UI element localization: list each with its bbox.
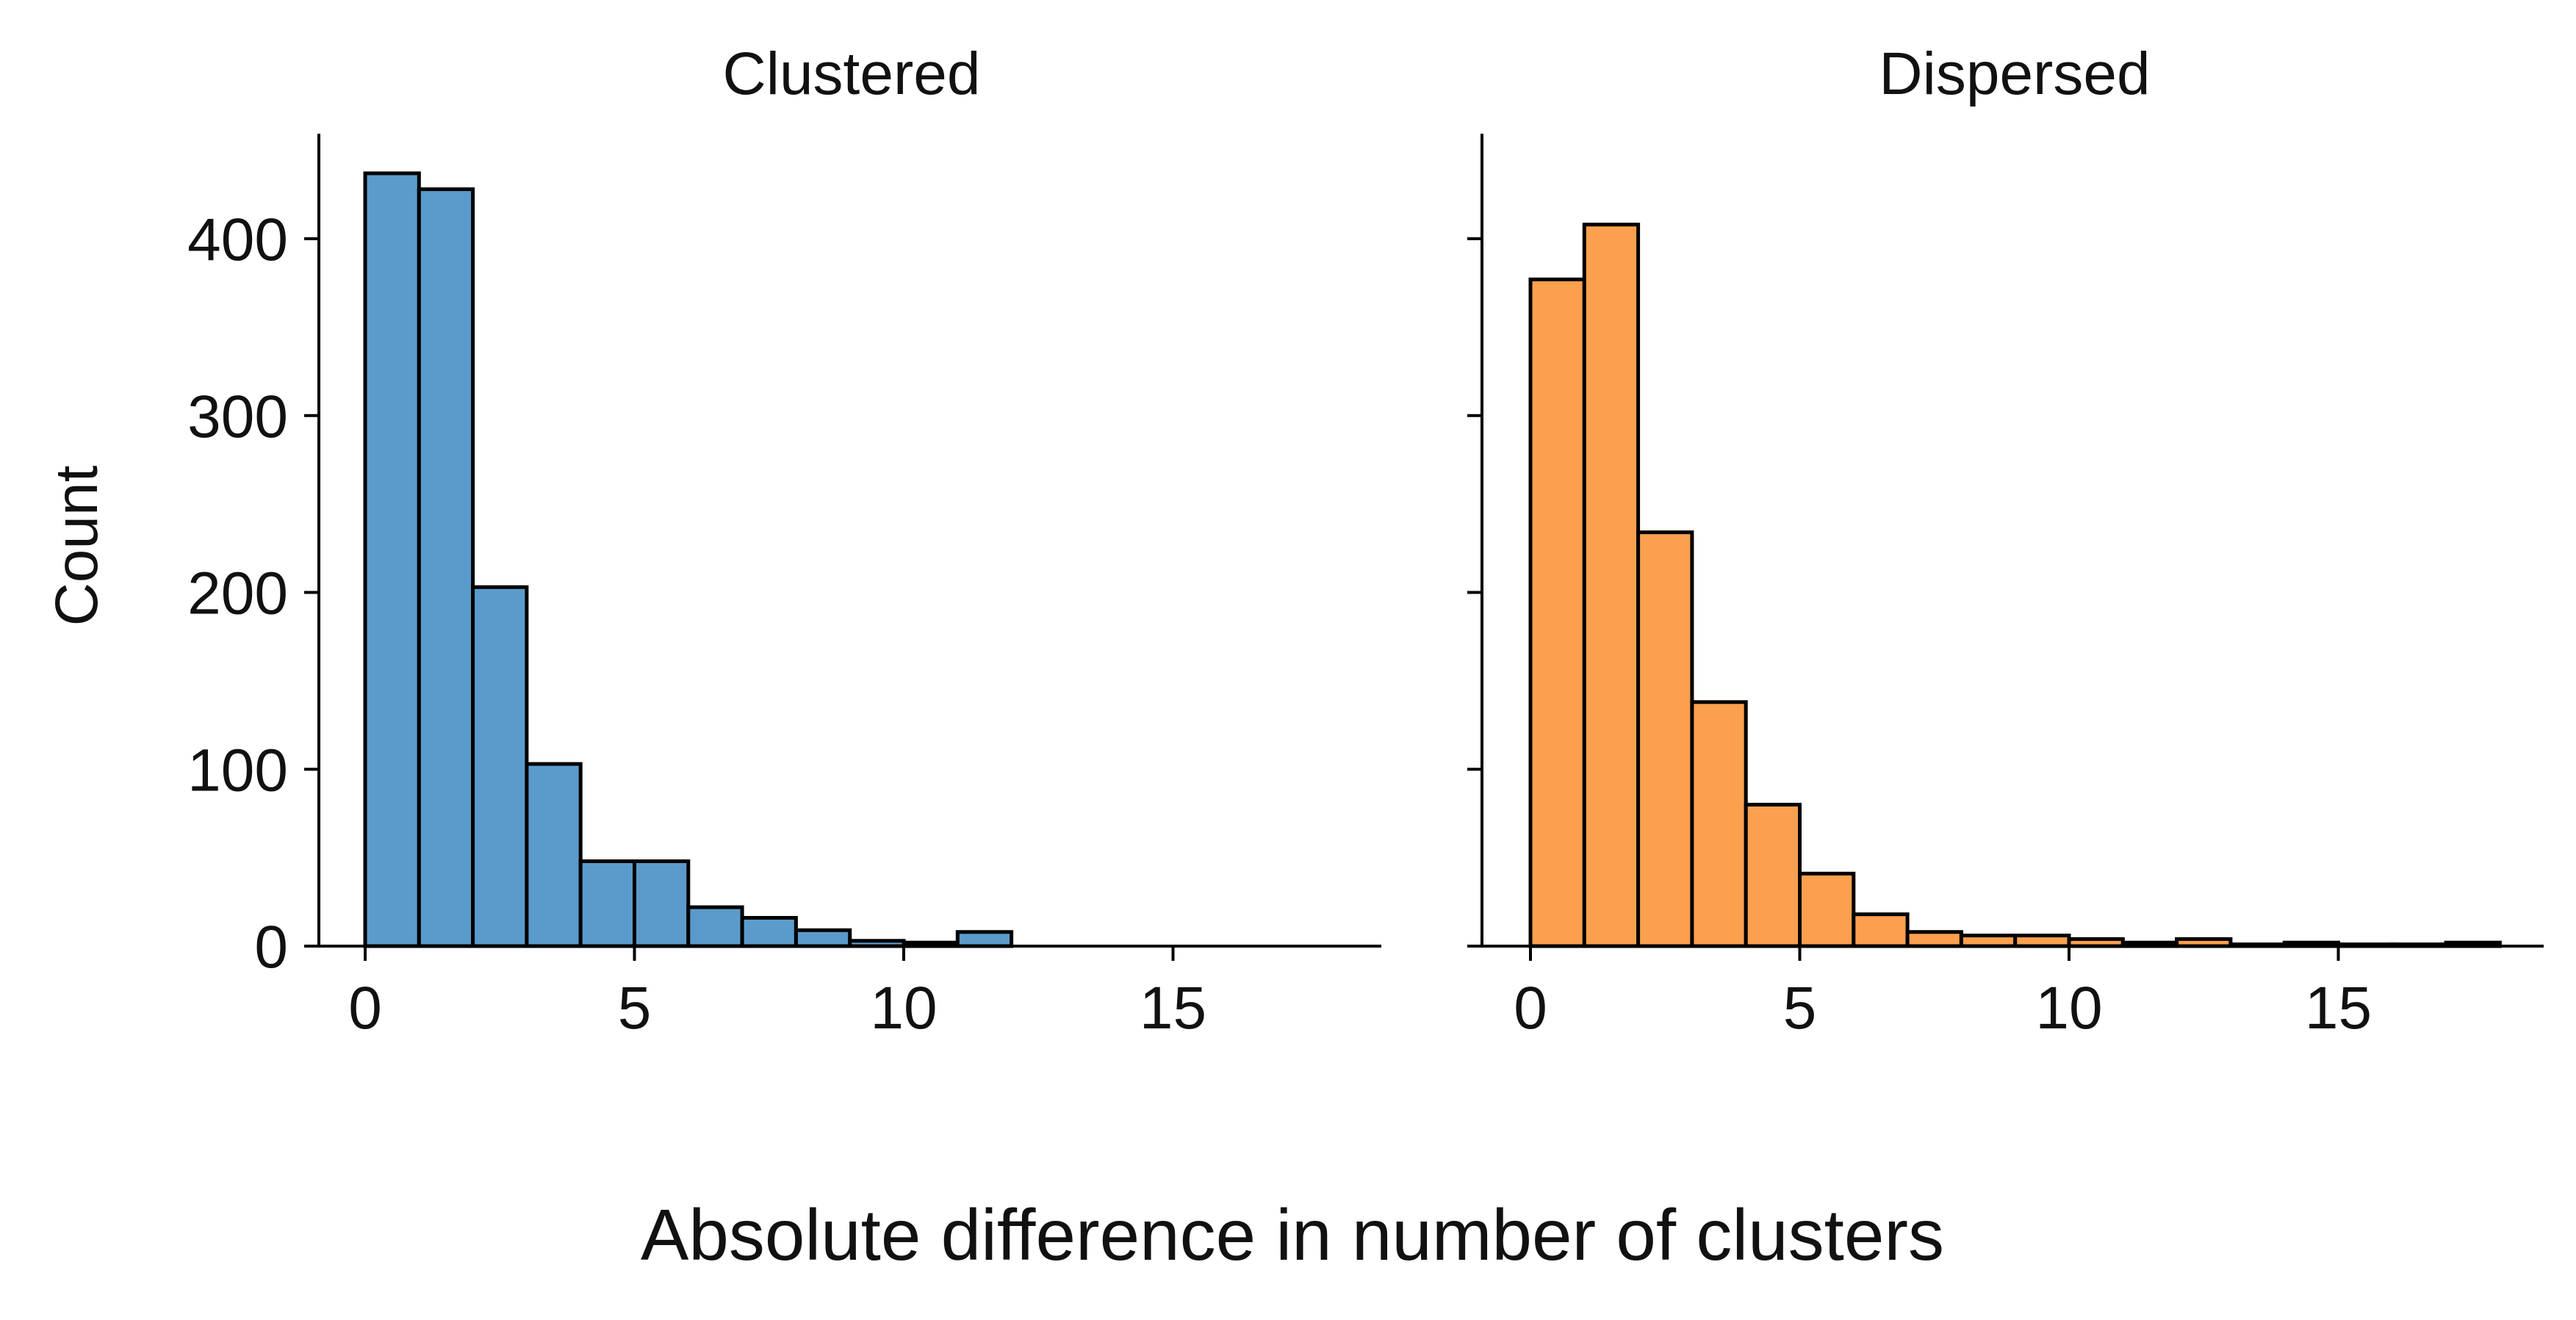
histogram-bar-dispersed-0	[1528, 277, 1586, 948]
y-tick-label-clustered-200: 200	[187, 560, 288, 627]
y-tick-label-clustered-0: 0	[254, 914, 288, 981]
histogram-bar-clustered-1	[417, 187, 475, 948]
axes-dispersed: 0 5 10 15	[1467, 134, 2544, 1042]
y-tick-label-clustered-400: 400	[187, 206, 288, 273]
histogram-bar-dispersed-4	[1744, 802, 1802, 948]
axes-clustered: 0 5 10 15 0 100 200 300 400	[187, 134, 1381, 1042]
y-tick-label-clustered-100: 100	[187, 737, 288, 804]
histogram-bar-clustered-7	[740, 915, 798, 948]
histogram-bar-dispersed-8	[1959, 934, 2018, 948]
x-tick-label-clustered-15: 15	[1140, 975, 1206, 1042]
x-tick-label-clustered-5: 5	[618, 975, 652, 1042]
histogram-bar-clustered-0	[363, 171, 421, 948]
x-tick-label-dispersed-0: 0	[1514, 975, 1547, 1042]
x-tick-label-dispersed-5: 5	[1783, 975, 1817, 1042]
histogram-bar-dispersed-2	[1636, 530, 1694, 948]
histogram-bar-clustered-2	[471, 585, 529, 948]
histogram-bar-dispersed-3	[1690, 700, 1748, 948]
histogram-bar-clustered-8	[794, 928, 852, 948]
panel-title-dispersed: Dispersed	[1879, 40, 2150, 107]
x-axis-label: Absolute difference in number of cluster…	[641, 1194, 1944, 1275]
panel-dispersed: Dispersed 0 5 10 15	[1467, 40, 2544, 1042]
histogram-bar-dispersed-9	[2013, 934, 2071, 948]
histogram-bar-clustered-6	[686, 905, 744, 948]
histogram-bar-clustered-5	[633, 859, 691, 948]
histogram-bar-dispersed-7	[1905, 930, 1963, 948]
panel-title-clustered: Clustered	[723, 40, 981, 107]
x-tick-label-dispersed-15: 15	[2305, 975, 2372, 1042]
histogram-bar-clustered-3	[525, 762, 583, 948]
histogram-bar-clustered-4	[578, 859, 637, 948]
y-axis-label: Count	[43, 465, 110, 626]
x-tick-label-clustered-0: 0	[348, 975, 382, 1042]
histogram-bar-dispersed-1	[1582, 223, 1641, 948]
y-tick-label-clustered-300: 300	[187, 383, 288, 450]
x-tick-label-clustered-10: 10	[870, 975, 937, 1042]
panel-clustered: Clustered 0 5 10 15 0 100 200 300 400	[187, 40, 1381, 1042]
histogram-bar-clustered-11	[955, 930, 1014, 948]
histogram-bar-dispersed-5	[1798, 871, 1856, 948]
histogram-bar-dispersed-6	[1852, 912, 1910, 948]
x-tick-label-dispersed-10: 10	[2035, 975, 2102, 1042]
bars-dispersed	[1528, 223, 2502, 948]
bars-clustered	[363, 171, 1014, 948]
